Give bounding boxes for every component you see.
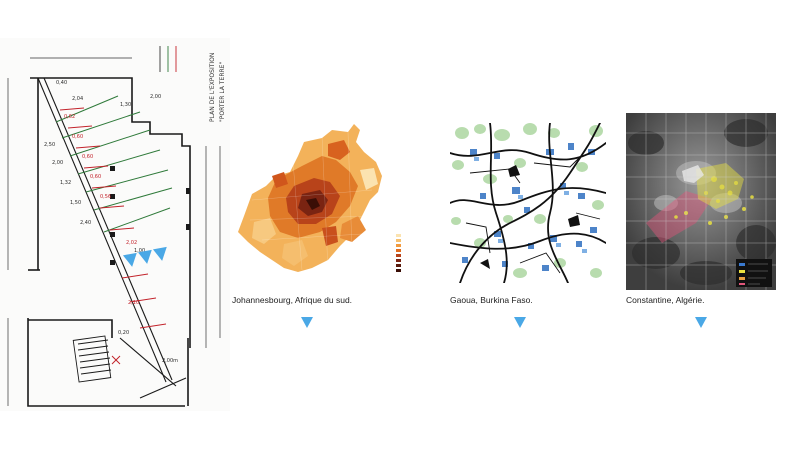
triangle-marker-icon[interactable]	[514, 317, 526, 328]
svg-text:1,32: 1,32	[60, 180, 71, 186]
svg-text:0,40: 0,40	[56, 80, 67, 86]
svg-text:0,56: 0,56	[100, 194, 111, 200]
svg-text:1,50: 1,50	[70, 200, 81, 206]
svg-text:1,00: 1,00	[134, 248, 145, 254]
svg-text:2,00m: 2,00m	[162, 358, 178, 364]
svg-text:1,30: 1,30	[120, 102, 131, 108]
triangle-marker-icon	[122, 252, 140, 269]
triangle-marker-icon[interactable]	[301, 317, 313, 328]
sketch-drawing: 0,40 2,04 2,50 2,00 1,32 1,50 2,40 2,00 …	[0, 38, 230, 411]
svg-text:2,40: 2,40	[80, 220, 91, 226]
gaoua-settlement-map	[450, 123, 606, 283]
exhibition-plan-sketch: 0,40 2,04 2,50 2,00 1,32 1,50 2,40 2,00 …	[0, 38, 230, 411]
svg-text:2,50: 2,50	[44, 142, 55, 148]
johannesburg-choropleth	[238, 124, 382, 272]
svg-text:2,00: 2,00	[150, 94, 161, 100]
svg-text:0,62: 0,62	[64, 114, 75, 120]
caption-johannesburg: Johannesbourg, Afrique du sud.	[232, 295, 353, 305]
svg-text:2,00: 2,00	[52, 160, 63, 166]
johannesburg-legend	[396, 234, 418, 274]
triangle-marker-icon	[137, 249, 155, 266]
constantine-aerial-map	[626, 113, 776, 290]
sketch-title-line-1: PLAN DE L'EXPOSITION	[209, 53, 216, 122]
caption-constantine: Constantine, Algérie.	[626, 295, 705, 305]
triangle-marker-icon[interactable]	[695, 317, 707, 328]
sketch-title-line-2: "PORTER LA TERRE"	[219, 62, 226, 122]
constantine-map	[626, 113, 776, 290]
svg-text:2,04: 2,04	[72, 96, 83, 102]
svg-text:2,10: 2,10	[128, 300, 139, 306]
triangle-marker-icon	[152, 246, 170, 263]
svg-text:2,02: 2,02	[126, 240, 137, 246]
svg-text:0,20: 0,20	[118, 330, 129, 336]
gaoua-map	[450, 123, 606, 283]
caption-gaoua: Gaoua, Burkina Faso.	[450, 295, 533, 305]
johannesburg-map	[232, 120, 422, 290]
svg-text:0,60: 0,60	[82, 154, 93, 160]
svg-text:0,60: 0,60	[90, 174, 101, 180]
svg-text:0,60: 0,60	[72, 134, 83, 140]
